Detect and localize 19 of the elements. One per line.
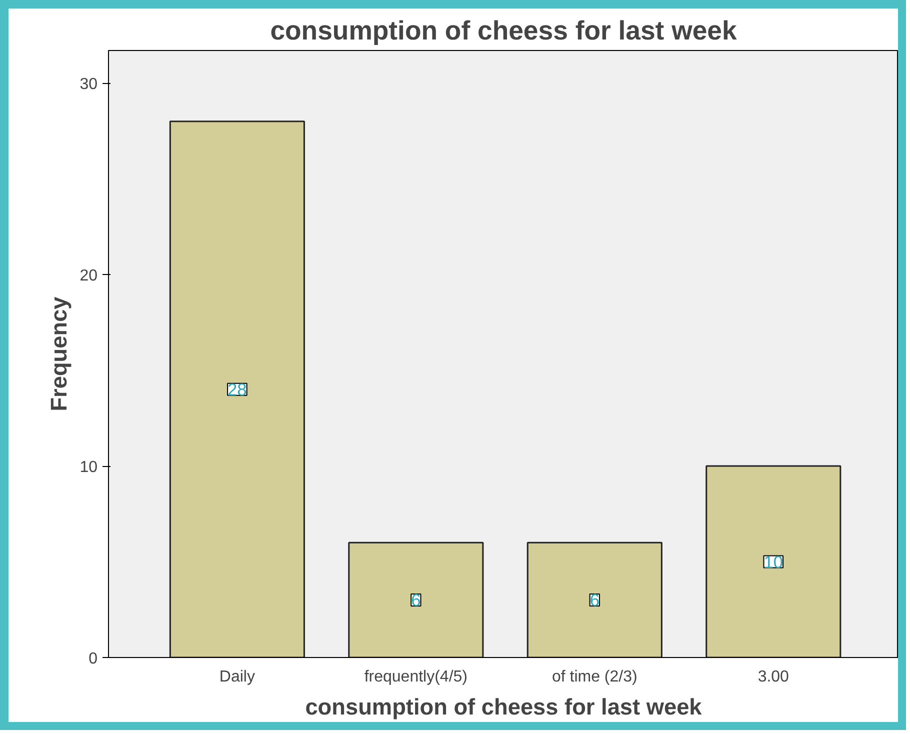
x-tick-label: frequently(4/5) [364, 668, 468, 686]
bar [526, 542, 662, 658]
y-tick-label: 10 [80, 459, 98, 476]
y-tick-label: 0 [88, 650, 98, 668]
x-tick-label: 3.00 [758, 668, 790, 686]
y-tick-label: 30 [80, 76, 98, 94]
bar [348, 542, 484, 658]
data-label: 28 [228, 379, 247, 400]
data-label: 10 [764, 552, 784, 572]
x-tick-label: of time (2/3) [552, 668, 638, 686]
x-axis-title: consumption of cheess for last week [305, 694, 702, 720]
bar [706, 465, 842, 658]
data-label: 6 [411, 590, 421, 610]
chart-title: consumption of cheess for last week [270, 16, 737, 46]
bar [169, 120, 305, 658]
x-tick-label: Daily [219, 668, 255, 686]
y-tick-label: 20 [80, 268, 98, 285]
y-axis-title: Frequency [46, 296, 72, 412]
data-label: 6 [590, 590, 600, 610]
